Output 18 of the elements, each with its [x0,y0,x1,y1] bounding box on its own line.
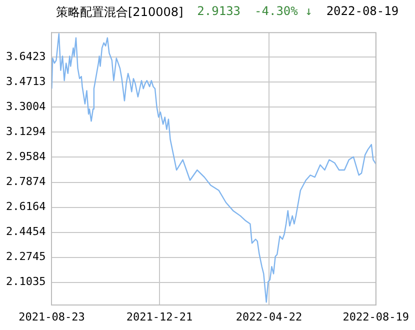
y-tick-label: 2.6164 [6,200,46,214]
y-tick-label: 3.1294 [6,125,46,138]
y-tick-label: 2.2745 [6,250,46,264]
y-tick-label: 3.6423 [6,50,46,63]
x-tick-label: 2022-04-22 [236,310,302,324]
x-tick-label: 2021-08-23 [18,310,85,324]
y-tick-label: 3.4713 [6,75,46,88]
y-tick-label: 2.1035 [6,275,46,288]
x-tick-label: 2021-12-21 [126,310,193,324]
text: 2.9133 [197,4,241,20]
x-tick-label: 2022-08-19 [342,310,410,324]
chart-title: 策略配置混合[210008] [56,4,184,21]
y-tick-label: 2.4454 [6,225,46,238]
y-tick-label: 2.7874 [6,175,46,188]
y-tick-label: 2.9584 [6,150,46,164]
text: 2022-08-19 [326,4,399,20]
y-tick-label: 3.3004 [6,100,46,114]
text: -4.30% ↓ [254,4,312,20]
